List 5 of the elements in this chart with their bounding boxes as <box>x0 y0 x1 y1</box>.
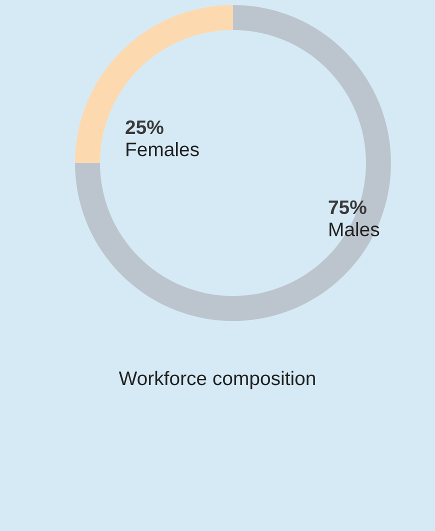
data-label: 75% <box>328 200 366 214</box>
text: Workforce composition <box>118 370 315 390</box>
slice-label: Males <box>330 222 380 236</box>
slice-label: Females <box>126 142 199 156</box>
data-label: 25% <box>126 120 164 134</box>
